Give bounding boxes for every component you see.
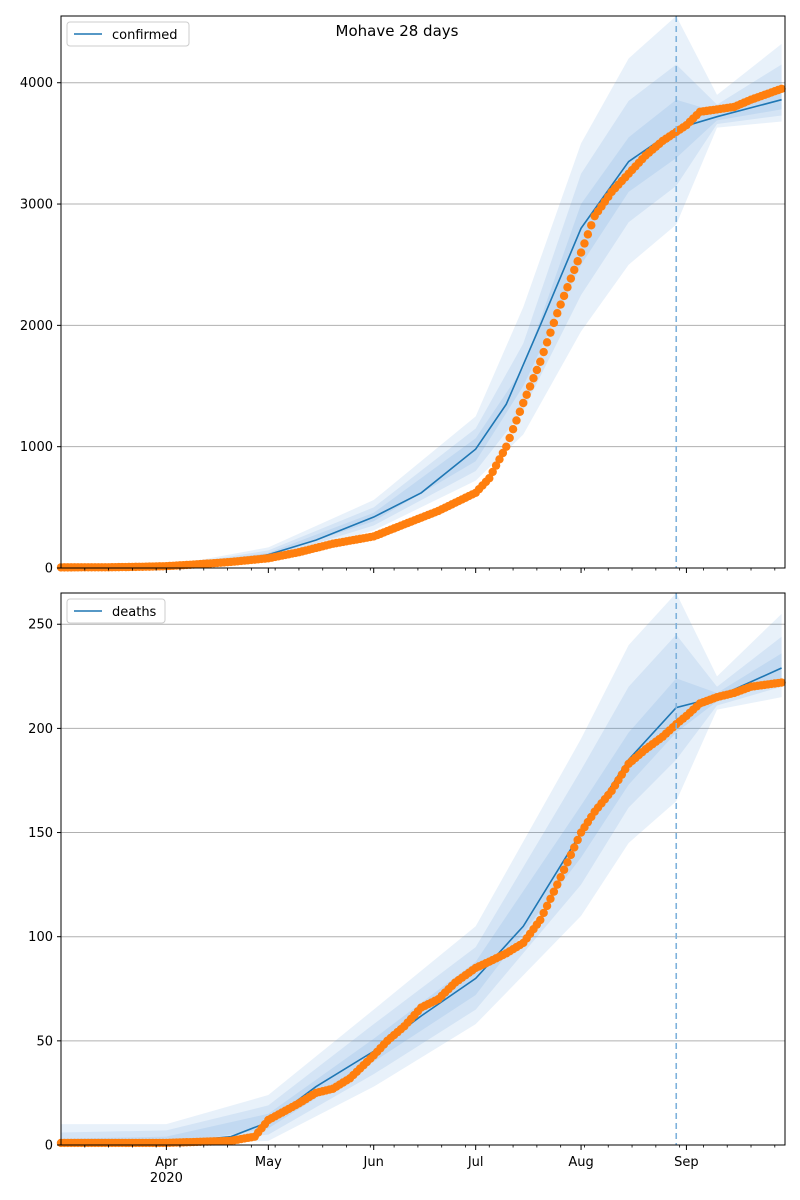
observed-point (553, 309, 562, 318)
observed-point (583, 230, 593, 239)
x-tick-label: Aug (568, 1155, 593, 1170)
observed-point (573, 257, 582, 266)
observed-point (505, 433, 514, 443)
observed-point (546, 328, 555, 337)
observed-point (536, 915, 545, 925)
observed-point (495, 455, 504, 464)
y-tick-label: 0 (45, 1139, 53, 1154)
observed-point (576, 248, 586, 257)
y-tick-label: 100 (28, 930, 53, 945)
y-tick-label: 150 (28, 826, 53, 841)
observed-point (573, 835, 582, 845)
observed-point (539, 347, 548, 357)
observed-point (519, 398, 528, 408)
x-tick-label: Sep (674, 1155, 699, 1170)
confidence-band (61, 653, 782, 1145)
confidence-band (61, 16, 782, 568)
observed-point (532, 365, 542, 375)
model-line (60, 667, 782, 1146)
x-tick-label: May (255, 1155, 282, 1170)
y-tick-label: 200 (28, 722, 53, 737)
observed-point (539, 908, 548, 918)
confirmed-panel: 0 1000 2000 3000 4000 Mohave 28 days confirmed (20, 15, 786, 577)
observed-point (525, 382, 535, 391)
observed-point (556, 300, 565, 309)
observed-point (563, 858, 572, 867)
x-tick-label: Apr (155, 1155, 178, 1170)
observed-point (536, 357, 545, 366)
chart-title: Mohave 28 days (336, 22, 459, 40)
observed-point (485, 474, 494, 483)
observed-point (549, 318, 559, 328)
legend-box (66, 21, 190, 47)
legend: deaths (66, 598, 166, 624)
observed-point (498, 448, 508, 458)
observed-point (580, 239, 589, 248)
observed-point (549, 887, 559, 896)
confidence-band (61, 593, 782, 1145)
observed-point (553, 880, 562, 889)
observed-point (488, 467, 497, 477)
confidence-band (61, 634, 782, 1145)
legend-label: deaths (112, 605, 157, 620)
plot-frame (60, 15, 786, 569)
observed-point (515, 407, 525, 416)
observed-point (559, 865, 569, 874)
observed-point (563, 283, 572, 292)
observed-point (529, 374, 538, 383)
y-tick-label: 4000 (20, 76, 53, 91)
y-tick-label: 0 (45, 562, 53, 577)
observed-point (546, 894, 555, 903)
observed-point (777, 84, 786, 93)
observed-point (522, 390, 531, 399)
y-tick-label: 1000 (20, 440, 53, 455)
x-tick-label: Jun (363, 1155, 384, 1170)
observed-point (491, 461, 501, 470)
x-tick-label: Jul (467, 1155, 484, 1170)
observed-point (512, 416, 521, 425)
legend-label: confirmed (112, 28, 178, 43)
observed-point (570, 843, 579, 852)
observed-point (542, 901, 552, 911)
observed-point (559, 291, 569, 301)
observed-point (570, 265, 579, 275)
observed-point (566, 850, 576, 860)
observed-point (556, 872, 565, 882)
y-tick-label: 3000 (20, 198, 53, 213)
y-tick-label: 2000 (20, 319, 53, 334)
x-tick-sublabel: 2020 (150, 1171, 183, 1186)
observed-point (777, 678, 786, 687)
y-tick-label: 50 (36, 1034, 53, 1049)
plot-frame (60, 592, 786, 1146)
observed-point (566, 274, 576, 283)
legend: confirmed (66, 21, 190, 47)
observed-point (508, 425, 518, 434)
y-tick-label: 250 (28, 618, 53, 633)
observed-point (502, 442, 511, 451)
observed-point (587, 221, 596, 230)
confidence-band (61, 64, 782, 569)
legend-box (66, 598, 166, 624)
observed-point (542, 338, 552, 347)
